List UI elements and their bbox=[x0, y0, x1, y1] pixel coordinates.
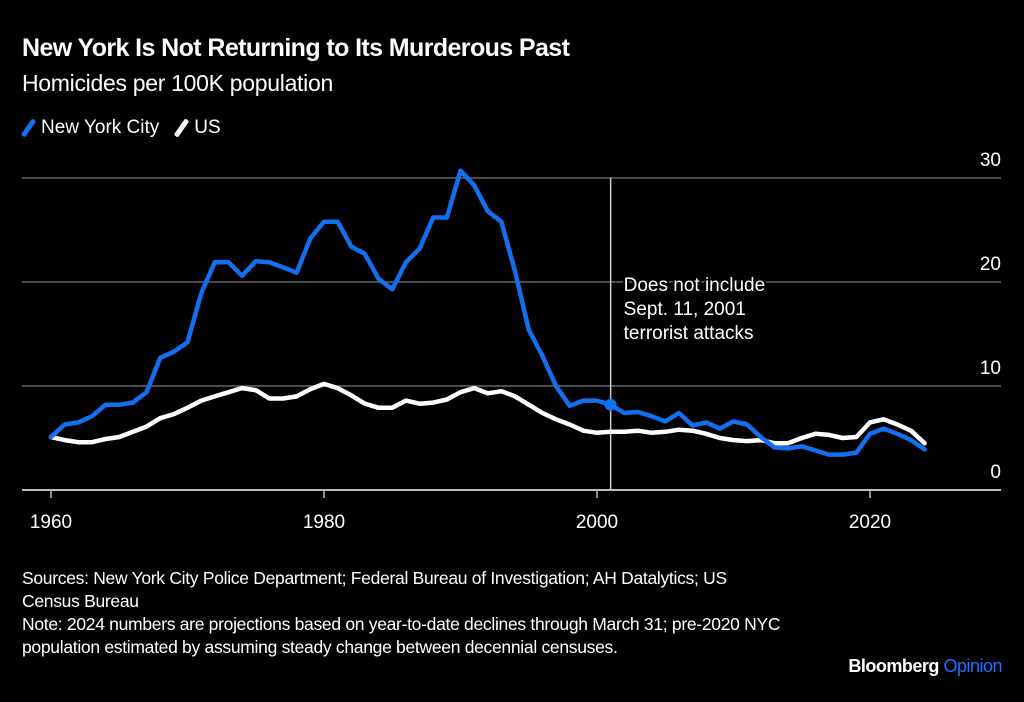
chart-title: New York Is Not Returning to Its Murdero… bbox=[22, 34, 570, 62]
y-tick-label: 20 bbox=[980, 254, 1001, 275]
y-tick-label: 10 bbox=[980, 358, 1001, 379]
legend-item-us: US bbox=[173, 117, 221, 139]
annotation-text-line: terrorist attacks bbox=[624, 323, 754, 344]
x-tick-label: 2000 bbox=[576, 512, 618, 533]
brand-logo: Bloomberg Opinion bbox=[848, 656, 1002, 677]
x-tick-label: 2020 bbox=[849, 512, 891, 533]
footer-notes: Sources: New York City Police Department… bbox=[22, 567, 782, 659]
chart-subtitle: Homicides per 100K population bbox=[22, 70, 333, 96]
y-tick-label: 0 bbox=[990, 462, 1001, 483]
brand-section: Opinion bbox=[943, 656, 1002, 676]
note-text: Note: 2024 numbers are projections based… bbox=[22, 614, 781, 657]
series-line-us bbox=[48, 381, 927, 446]
legend-item-nyc: New York City bbox=[20, 117, 160, 139]
x-tick-label: 1960 bbox=[30, 512, 72, 533]
sources-text: Sources: New York City Police Department… bbox=[22, 568, 727, 611]
x-tick-label: 1980 bbox=[303, 512, 345, 533]
series-line-nyc bbox=[48, 168, 927, 457]
legend: New York City US bbox=[20, 117, 237, 139]
annotation-marker bbox=[604, 398, 617, 411]
y-tick-label: 30 bbox=[980, 150, 1001, 171]
brand-name: Bloomberg bbox=[848, 656, 939, 676]
annotation-text-line: Sept. 11, 2001 bbox=[624, 299, 746, 320]
legend-label-us: US bbox=[194, 117, 221, 138]
annotation-text-line: Does not include bbox=[624, 275, 766, 296]
legend-label-nyc: New York City bbox=[41, 117, 160, 138]
